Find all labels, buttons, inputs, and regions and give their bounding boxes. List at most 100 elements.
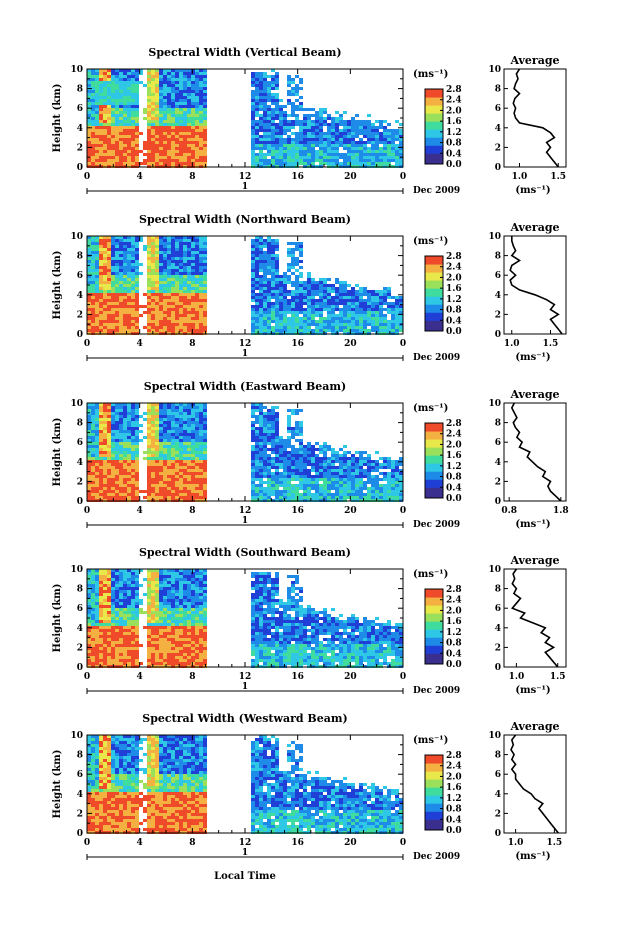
heatmap-cell (111, 293, 115, 296)
heatmap-cell (155, 150, 159, 153)
heatmap-cell (355, 323, 359, 326)
heatmap-cell (203, 93, 207, 96)
heatmap-cell (87, 129, 91, 132)
heatmap-cell (291, 293, 295, 296)
heatmap-cell (103, 275, 107, 278)
heatmap-cell (255, 87, 259, 90)
heatmap-cell (267, 269, 271, 272)
heatmap-cell (267, 457, 271, 460)
heatmap-cell (263, 305, 267, 308)
heatmap-cell (283, 284, 287, 287)
heatmap-cell (271, 120, 275, 123)
heatmap-cell (147, 162, 151, 165)
heatmap-cell (291, 302, 295, 305)
heatmap-cell (195, 260, 199, 263)
heatmap-cell (295, 308, 299, 311)
heatmap-cell (175, 442, 179, 445)
heatmap-cell (171, 93, 175, 96)
heatmap-cell (315, 129, 319, 132)
heatmap-cell (283, 457, 287, 460)
heatmap-cell (271, 248, 275, 251)
heatmap-cell (279, 275, 283, 278)
heatmap-cell (267, 484, 271, 487)
heatmap-cell (103, 141, 107, 144)
heatmap-cell (195, 257, 199, 260)
heatmap-cell (375, 150, 379, 153)
heatmap-cell (263, 132, 267, 135)
heatmap-cell (175, 75, 179, 78)
heatmap-cell (199, 117, 203, 120)
heatmap-cell (119, 135, 123, 138)
heatmap-cell (99, 269, 103, 272)
heatmap-cell (171, 102, 175, 105)
heatmap-cell (203, 442, 207, 445)
heatmap-cell (191, 466, 195, 469)
heatmap-cell (251, 102, 255, 105)
heatmap-cell (127, 329, 131, 332)
heatmap-cell (175, 323, 179, 326)
heatmap-cell (91, 445, 95, 448)
heatmap-cell (151, 302, 155, 305)
heatmap-cell (151, 278, 155, 281)
heatmap-cell (179, 126, 183, 129)
heatmap-cell (251, 108, 255, 111)
heatmap-cell (263, 263, 267, 266)
heatmap-cell (159, 454, 163, 457)
heatmap-cell (275, 487, 279, 490)
heatmap-cell (291, 323, 295, 326)
heatmap-cell (299, 272, 303, 275)
heatmap-cell (311, 311, 315, 314)
heatmap-cell (171, 132, 175, 135)
heatmap-cell (147, 156, 151, 159)
heatmap-cell (195, 320, 199, 323)
heatmap-cell (127, 320, 131, 323)
heatmap-cell (291, 81, 295, 84)
heatmap-cell (103, 412, 107, 415)
heatmap-cell (267, 281, 271, 284)
heatmap-cell (183, 269, 187, 272)
heatmap-cell (251, 245, 255, 248)
heatmap-cell (135, 496, 139, 499)
heatmap-cell (151, 493, 155, 496)
heatmap-cell (307, 323, 311, 326)
heatmap-cell (359, 129, 363, 132)
heatmap-cell (147, 460, 151, 463)
heatmap-cell (147, 457, 151, 460)
heatmap-cell (111, 433, 115, 436)
heatmap-cell (183, 490, 187, 493)
heatmap-cell (259, 451, 263, 454)
heatmap-cell (151, 439, 155, 442)
heatmap-cell (99, 260, 103, 263)
heatmap-cell (279, 290, 283, 293)
heatmap-cell (363, 141, 367, 144)
heatmap-cell (119, 436, 123, 439)
heatmap-cell (291, 111, 295, 114)
heatmap-cell (203, 156, 207, 159)
heatmap-cell (371, 311, 375, 314)
heatmap-cell (387, 159, 391, 162)
heatmap-cell (311, 281, 315, 284)
heatmap-cell (275, 281, 279, 284)
heatmap-cell (91, 439, 95, 442)
heatmap-cell (179, 102, 183, 105)
average-title: Average (509, 54, 559, 67)
heatmap-cell (191, 311, 195, 314)
heatmap-cell (335, 129, 339, 132)
heatmap-cell (87, 496, 91, 499)
heatmap-cell (271, 239, 275, 242)
heatmap-cell (251, 406, 255, 409)
heatmap-cell (203, 421, 207, 424)
heatmap-cell (187, 159, 191, 162)
heatmap-cell (251, 472, 255, 475)
heatmap-cell (155, 326, 159, 329)
heatmap-cell (323, 123, 327, 126)
heatmap-cell (183, 120, 187, 123)
heatmap-cell (295, 490, 299, 493)
heatmap-cell (183, 487, 187, 490)
heatmap-cell (107, 484, 111, 487)
heatmap-cell (127, 251, 131, 254)
heatmap-cell (179, 278, 183, 281)
heatmap-cell (111, 487, 115, 490)
heatmap-cell (203, 323, 207, 326)
heatmap-cell (187, 266, 191, 269)
